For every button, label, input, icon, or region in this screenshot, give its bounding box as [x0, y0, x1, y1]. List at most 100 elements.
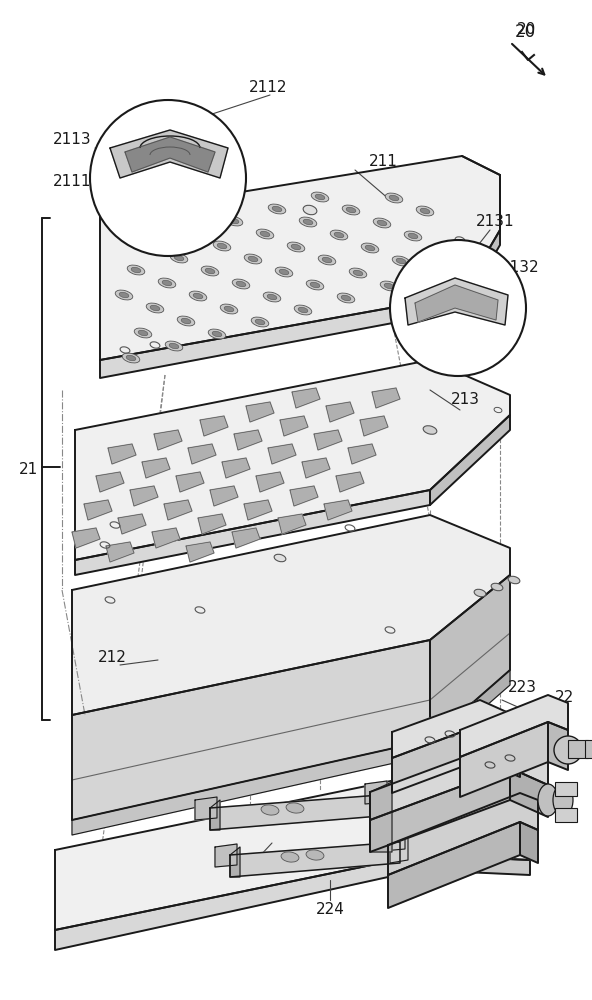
Polygon shape — [302, 458, 330, 478]
Ellipse shape — [318, 255, 336, 265]
Polygon shape — [210, 486, 238, 506]
Ellipse shape — [416, 206, 434, 216]
Ellipse shape — [224, 306, 234, 312]
Polygon shape — [176, 472, 204, 492]
FancyBboxPatch shape — [585, 740, 592, 758]
Ellipse shape — [143, 242, 153, 248]
Ellipse shape — [346, 207, 356, 213]
Ellipse shape — [337, 293, 355, 303]
Polygon shape — [292, 388, 320, 408]
Ellipse shape — [193, 293, 203, 299]
Ellipse shape — [212, 331, 222, 337]
Ellipse shape — [122, 353, 140, 363]
Polygon shape — [290, 486, 318, 506]
Ellipse shape — [170, 253, 188, 263]
Ellipse shape — [553, 784, 573, 816]
Polygon shape — [370, 788, 388, 816]
Polygon shape — [390, 835, 408, 863]
Polygon shape — [278, 514, 306, 534]
Ellipse shape — [232, 279, 250, 289]
Ellipse shape — [174, 255, 184, 261]
Ellipse shape — [134, 328, 152, 338]
Text: 211: 211 — [369, 154, 397, 169]
Polygon shape — [548, 722, 568, 770]
Ellipse shape — [508, 576, 520, 584]
Polygon shape — [72, 515, 510, 715]
Ellipse shape — [272, 206, 282, 212]
Polygon shape — [230, 847, 240, 877]
Ellipse shape — [298, 307, 308, 313]
Polygon shape — [188, 444, 216, 464]
Ellipse shape — [303, 205, 317, 215]
Polygon shape — [365, 781, 387, 804]
Ellipse shape — [263, 292, 281, 302]
Ellipse shape — [225, 216, 243, 226]
Circle shape — [90, 100, 246, 256]
Ellipse shape — [255, 319, 265, 325]
Text: 20: 20 — [517, 22, 536, 37]
Ellipse shape — [392, 256, 410, 266]
Polygon shape — [210, 795, 380, 830]
Ellipse shape — [268, 204, 286, 214]
FancyBboxPatch shape — [568, 740, 588, 758]
Ellipse shape — [294, 305, 312, 315]
Ellipse shape — [353, 270, 363, 276]
Ellipse shape — [236, 281, 246, 287]
Ellipse shape — [380, 281, 398, 291]
Ellipse shape — [217, 243, 227, 249]
Text: 222: 222 — [437, 860, 466, 876]
Ellipse shape — [385, 193, 403, 203]
Polygon shape — [388, 822, 520, 908]
Ellipse shape — [396, 258, 406, 264]
Ellipse shape — [229, 218, 239, 224]
Polygon shape — [72, 740, 430, 835]
Text: 223: 223 — [507, 680, 536, 696]
Polygon shape — [72, 640, 430, 820]
Ellipse shape — [315, 194, 325, 200]
Ellipse shape — [389, 195, 399, 201]
Text: 2112: 2112 — [249, 81, 287, 96]
Ellipse shape — [138, 330, 148, 336]
Polygon shape — [110, 130, 228, 178]
Ellipse shape — [474, 589, 486, 597]
Polygon shape — [222, 458, 250, 478]
Polygon shape — [72, 528, 100, 548]
Polygon shape — [462, 230, 500, 310]
Polygon shape — [405, 278, 508, 325]
Text: 2111: 2111 — [53, 174, 91, 190]
Ellipse shape — [275, 267, 293, 277]
Polygon shape — [234, 430, 262, 450]
FancyBboxPatch shape — [555, 808, 577, 822]
Ellipse shape — [291, 244, 301, 250]
Ellipse shape — [408, 233, 418, 239]
Polygon shape — [106, 542, 134, 562]
Ellipse shape — [165, 341, 183, 351]
Ellipse shape — [220, 304, 238, 314]
Polygon shape — [118, 514, 146, 534]
Ellipse shape — [251, 317, 269, 327]
Polygon shape — [75, 490, 430, 575]
Polygon shape — [370, 768, 510, 852]
Text: 20: 20 — [514, 23, 536, 41]
Polygon shape — [232, 528, 260, 548]
Polygon shape — [256, 472, 284, 492]
Polygon shape — [186, 542, 214, 562]
Polygon shape — [246, 402, 274, 422]
Polygon shape — [510, 768, 548, 817]
Polygon shape — [430, 670, 510, 755]
Polygon shape — [210, 800, 220, 830]
Ellipse shape — [341, 295, 351, 301]
Ellipse shape — [126, 355, 136, 361]
Text: 22: 22 — [555, 690, 575, 706]
Ellipse shape — [162, 280, 172, 286]
Ellipse shape — [306, 850, 324, 860]
Polygon shape — [164, 500, 192, 520]
Polygon shape — [84, 500, 112, 520]
Ellipse shape — [384, 283, 394, 289]
Ellipse shape — [423, 426, 437, 434]
Polygon shape — [326, 402, 354, 422]
Ellipse shape — [491, 583, 503, 591]
Polygon shape — [430, 415, 510, 505]
Polygon shape — [430, 575, 510, 740]
Ellipse shape — [201, 266, 219, 276]
